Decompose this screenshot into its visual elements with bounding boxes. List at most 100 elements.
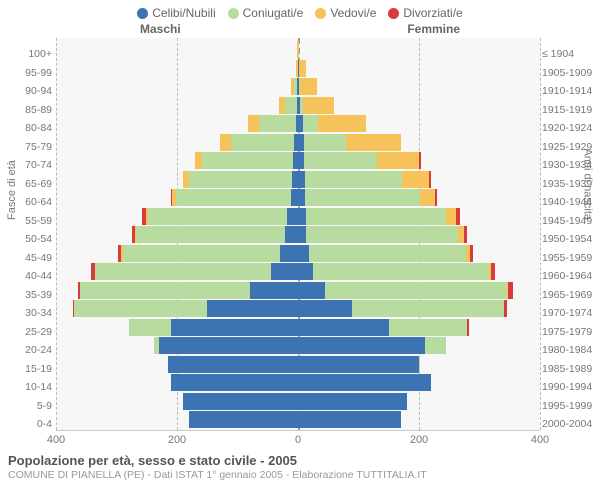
- female-bar: [298, 97, 540, 114]
- bar-segment: [491, 263, 495, 280]
- pyramid-row: [56, 356, 540, 373]
- bar-segment: [74, 300, 207, 317]
- legend-swatch: [228, 8, 239, 19]
- x-tick-label: 400: [47, 434, 65, 446]
- legend-swatch: [388, 8, 399, 19]
- bar-segment: [467, 319, 468, 336]
- birth-year-label: 1955-1959: [542, 249, 598, 267]
- bar-segment: [470, 245, 474, 262]
- legend: Celibi/NubiliConiugati/eVedovi/eDivorzia…: [0, 0, 600, 22]
- age-label: 35-39: [0, 286, 52, 304]
- bar-segment: [183, 393, 298, 410]
- birth-year-label: 1910-1914: [542, 82, 598, 100]
- female-bar: [298, 60, 540, 77]
- male-bar: [56, 300, 298, 317]
- male-bar: [56, 171, 298, 188]
- bar-segment: [298, 300, 352, 317]
- bar-segment: [300, 78, 317, 95]
- chart-source: COMUNE DI PIANELLA (PE) - Dati ISTAT 1° …: [8, 469, 592, 481]
- male-bar: [56, 245, 298, 262]
- female-title: Femmine: [407, 22, 460, 36]
- population-pyramid-chart: Celibi/NubiliConiugati/eVedovi/eDivorzia…: [0, 0, 600, 500]
- legend-item: Vedovi/e: [315, 6, 376, 20]
- male-bar: [56, 189, 298, 206]
- bar-segment: [171, 374, 298, 391]
- female-bar: [298, 208, 540, 225]
- x-tick-label: 200: [168, 434, 186, 446]
- age-label: 60-64: [0, 193, 52, 211]
- pyramid-row: [56, 208, 540, 225]
- age-label: 75-79: [0, 138, 52, 156]
- age-label: 5-9: [0, 397, 52, 415]
- bar-segment: [298, 263, 313, 280]
- birth-year-label: 1980-1984: [542, 341, 598, 359]
- female-bar: [298, 134, 540, 151]
- male-bar: [56, 226, 298, 243]
- bar-segment: [298, 41, 299, 58]
- bar-segment: [189, 171, 292, 188]
- bar-segment: [304, 152, 377, 169]
- bar-segment: [504, 300, 506, 317]
- x-tick-label: 400: [531, 434, 549, 446]
- bar-segment: [287, 208, 298, 225]
- bar-segment: [220, 134, 231, 151]
- male-bar: [56, 393, 298, 410]
- female-bar: [298, 282, 540, 299]
- male-bar: [56, 134, 298, 151]
- female-bar: [298, 226, 540, 243]
- x-axis: 4002000200400: [56, 431, 540, 449]
- bar-segment: [189, 411, 298, 428]
- female-bar: [298, 337, 540, 354]
- legend-swatch: [137, 8, 148, 19]
- male-bar: [56, 282, 298, 299]
- bar-segment: [377, 152, 419, 169]
- female-bar: [298, 356, 540, 373]
- female-bar: [298, 189, 540, 206]
- bar-segment: [352, 300, 503, 317]
- birth-year-label: 1960-1964: [542, 267, 598, 285]
- bar-segment: [419, 152, 421, 169]
- age-label: 50-54: [0, 230, 52, 248]
- male-bar: [56, 337, 298, 354]
- bar-segment: [435, 189, 437, 206]
- bar-segment: [202, 152, 293, 169]
- bar-segment: [195, 152, 202, 169]
- bar-segment: [419, 356, 420, 373]
- bar-segment: [298, 208, 306, 225]
- birth-year-label: 1920-1924: [542, 119, 598, 137]
- pyramid-row: [56, 319, 540, 336]
- legend-label: Vedovi/e: [330, 6, 376, 20]
- female-bar: [298, 374, 540, 391]
- bar-segment: [305, 171, 402, 188]
- female-bar: [298, 41, 540, 58]
- age-label: 10-14: [0, 378, 52, 396]
- x-tick-label: 0: [295, 434, 301, 446]
- legend-label: Divorziati/e: [403, 6, 462, 20]
- male-bar: [56, 152, 298, 169]
- female-bar: [298, 171, 540, 188]
- bar-segment: [298, 411, 401, 428]
- female-bar: [298, 300, 540, 317]
- pyramid-row: [56, 282, 540, 299]
- age-label: 20-24: [0, 341, 52, 359]
- pyramid-row: [56, 115, 540, 132]
- bar-segment: [129, 319, 171, 336]
- birth-year-label: 1970-1974: [542, 304, 598, 322]
- bar-segment: [123, 245, 280, 262]
- pyramid-row: [56, 152, 540, 169]
- female-bar: [298, 78, 540, 95]
- age-label: 90-94: [0, 82, 52, 100]
- pyramid-row: [56, 245, 540, 262]
- bar-segment: [207, 300, 298, 317]
- bar-segment: [285, 97, 297, 114]
- pyramid-row: [56, 41, 540, 58]
- plot-area: [56, 38, 540, 431]
- pyramid-row: [56, 337, 540, 354]
- male-bar: [56, 319, 298, 336]
- birth-year-label: 1990-1994: [542, 378, 598, 396]
- chart-title: Popolazione per età, sesso e stato civil…: [8, 453, 592, 468]
- bar-segment: [298, 337, 425, 354]
- bar-segment: [309, 245, 466, 262]
- pyramid-row: [56, 393, 540, 410]
- legend-item: Coniugati/e: [228, 6, 304, 20]
